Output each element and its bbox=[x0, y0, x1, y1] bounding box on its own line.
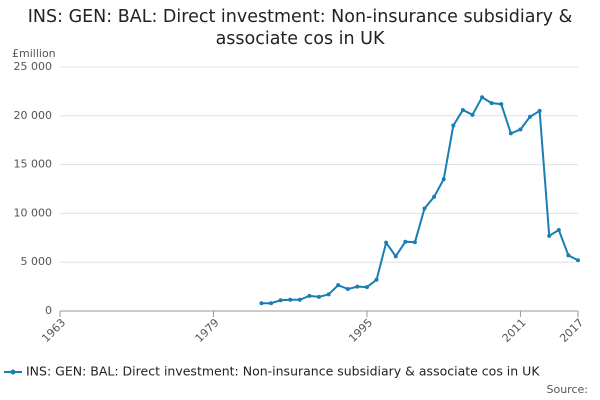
point bbox=[269, 301, 274, 306]
point bbox=[576, 258, 580, 263]
point bbox=[547, 233, 552, 238]
source: Source: bbox=[547, 383, 589, 396]
x-tick-label: 2017 bbox=[557, 316, 586, 345]
point bbox=[470, 112, 475, 117]
point bbox=[480, 95, 485, 100]
point bbox=[499, 102, 504, 107]
y-tick-label: 10 000 bbox=[14, 206, 53, 219]
point bbox=[528, 114, 533, 119]
y-tick-label: 15 000 bbox=[14, 158, 53, 171]
point bbox=[460, 107, 465, 112]
point bbox=[374, 277, 379, 282]
point bbox=[566, 253, 571, 258]
point bbox=[518, 127, 523, 132]
point bbox=[345, 287, 350, 292]
point bbox=[403, 239, 408, 244]
point bbox=[336, 283, 341, 288]
point bbox=[326, 292, 331, 297]
point bbox=[317, 294, 321, 299]
point bbox=[384, 240, 389, 245]
point bbox=[288, 297, 293, 302]
y-axis-label: £million bbox=[12, 47, 56, 60]
y-tick-label: 0 bbox=[45, 304, 52, 317]
point bbox=[451, 123, 456, 128]
y-tick-label: 20 000 bbox=[14, 109, 53, 122]
y-tick-label: 25 000 bbox=[14, 60, 53, 73]
line bbox=[261, 95, 579, 305]
point bbox=[508, 131, 513, 136]
point bbox=[537, 108, 542, 113]
chart-title: INS: GEN: BAL: Direct investment: Non-in… bbox=[27, 7, 573, 49]
x-tick-label: 1979 bbox=[193, 316, 222, 345]
point bbox=[393, 254, 398, 259]
point bbox=[307, 293, 312, 298]
point bbox=[355, 284, 360, 289]
point bbox=[489, 101, 494, 106]
x-tick-label: 1963 bbox=[39, 316, 68, 345]
point bbox=[441, 177, 446, 182]
point bbox=[278, 298, 283, 303]
point bbox=[556, 227, 561, 232]
point bbox=[422, 206, 427, 211]
legend-label: INS: GEN: BAL: Direct investment: Non-in… bbox=[26, 364, 540, 379]
point bbox=[432, 194, 437, 199]
point bbox=[259, 301, 264, 306]
point bbox=[412, 240, 417, 245]
y-tick-label: 5 000 bbox=[21, 255, 53, 268]
point bbox=[364, 285, 369, 290]
x-tick-label: 2011 bbox=[500, 316, 529, 345]
x-tick-label: 1995 bbox=[346, 316, 375, 345]
point bbox=[297, 297, 302, 302]
legend-marker bbox=[10, 369, 16, 375]
